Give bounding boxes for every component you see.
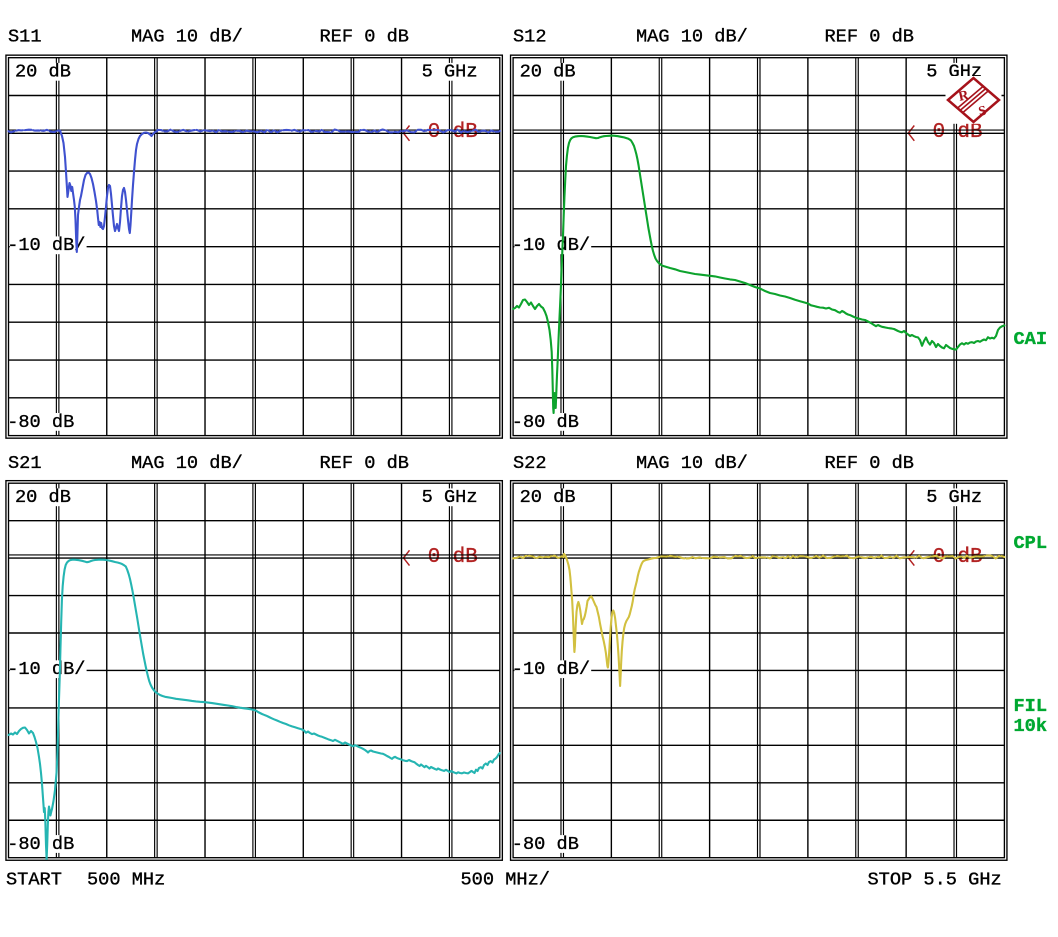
svg-text:-10 dB/: -10 dB/ [7, 658, 85, 680]
svg-text:5 GHz: 5 GHz [422, 486, 478, 508]
svg-text:MAG 10 dB/: MAG 10 dB/ [636, 26, 748, 48]
svg-text:REF 0 dB: REF 0 dB [825, 452, 915, 474]
svg-text:MAG 10 dB/: MAG 10 dB/ [636, 452, 748, 474]
svg-text:20 dB: 20 dB [520, 486, 576, 508]
svg-text:500 MHz/: 500 MHz/ [461, 869, 551, 891]
svg-text:S21: S21 [8, 452, 42, 474]
svg-text:20 dB: 20 dB [520, 61, 576, 83]
svg-text:20 dB: 20 dB [15, 486, 71, 508]
svg-text:500 MHz: 500 MHz [87, 869, 165, 891]
svg-text:-80 dB: -80 dB [512, 411, 579, 433]
svg-text:REF 0 dB: REF 0 dB [320, 26, 410, 48]
svg-text:CPL: CPL [1014, 532, 1048, 554]
svg-text:STOP 5.5 GHz: STOP 5.5 GHz [868, 869, 1002, 891]
svg-text:5 GHz: 5 GHz [422, 61, 478, 83]
svg-text:-80 dB: -80 dB [7, 833, 74, 855]
svg-text:S12: S12 [513, 26, 547, 48]
svg-text:10k: 10k [1014, 715, 1048, 737]
svg-text:-10 dB/: -10 dB/ [512, 234, 590, 256]
svg-text:FIL: FIL [1014, 695, 1048, 717]
svg-text:-80 dB: -80 dB [512, 833, 579, 855]
svg-text:REF 0 dB: REF 0 dB [825, 26, 915, 48]
svg-text:R: R [957, 88, 971, 105]
svg-text:CAI: CAI [1014, 328, 1048, 350]
svg-text:-10 dB/: -10 dB/ [7, 234, 85, 256]
svg-text:REF 0 dB: REF 0 dB [320, 452, 410, 474]
svg-text:S11: S11 [8, 26, 42, 48]
svg-text:-80 dB: -80 dB [7, 411, 74, 433]
svg-text:START: START [6, 869, 62, 891]
svg-text:S22: S22 [513, 452, 547, 474]
svg-text:MAG 10 dB/: MAG 10 dB/ [131, 452, 243, 474]
svg-text:-10 dB/: -10 dB/ [512, 658, 590, 680]
svg-text:S: S [977, 104, 988, 120]
svg-text:MAG 10 dB/: MAG 10 dB/ [131, 26, 243, 48]
svg-text:20 dB: 20 dB [15, 61, 71, 83]
svg-text:5 GHz: 5 GHz [926, 486, 982, 508]
